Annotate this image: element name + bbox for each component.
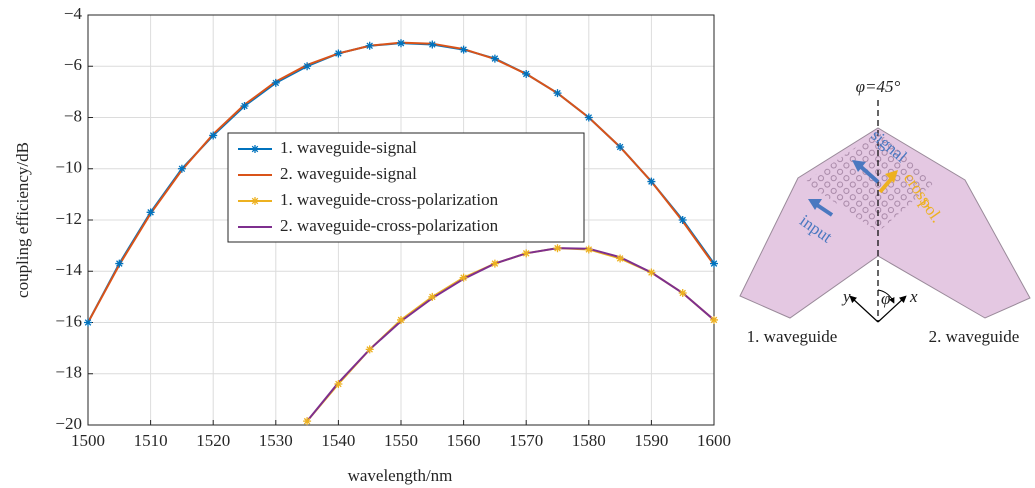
- x-tick-label: 1600: [697, 431, 731, 450]
- y-tick-label: −16: [55, 311, 82, 330]
- y-tick-label: −6: [64, 55, 82, 74]
- marker: [334, 49, 343, 58]
- y-axis-name: y: [841, 287, 851, 306]
- marker: [616, 254, 625, 263]
- marker: [553, 244, 562, 253]
- marker: [616, 142, 625, 151]
- marker: [334, 380, 343, 388]
- legend-label: 1. waveguide-cross-polarization: [280, 190, 499, 209]
- marker: [522, 249, 531, 258]
- marker: [271, 78, 280, 87]
- marker: [365, 345, 374, 354]
- legend-marker: [251, 145, 259, 153]
- x-tick-label: 1520: [196, 431, 230, 450]
- angle-label: φ=45°: [856, 77, 901, 96]
- marker: [209, 131, 218, 140]
- marker: [428, 40, 437, 49]
- phi-arc: [877, 289, 895, 304]
- marker: [115, 259, 124, 268]
- x-axis-arrow: [877, 295, 907, 323]
- marker: [428, 292, 437, 301]
- marker: [459, 45, 468, 54]
- x-axis-name: x: [909, 287, 918, 306]
- marker: [647, 268, 656, 277]
- x-tick-label: 1510: [134, 431, 168, 450]
- grating: [805, 132, 935, 232]
- marker: [647, 177, 656, 186]
- x-axis-label: wavelength/nm: [348, 466, 453, 485]
- cross-pol-arrow-head: [885, 170, 898, 183]
- legend-box: [227, 132, 585, 243]
- marker: [522, 69, 531, 78]
- marker: [397, 39, 405, 48]
- marker: [678, 289, 687, 298]
- marker: [459, 273, 468, 282]
- waveguide-1-label: 1. waveguide: [747, 327, 838, 346]
- legend-label: 2. waveguide-cross-polarization: [280, 216, 499, 235]
- x-tick-label: 1580: [572, 431, 606, 450]
- marker: [584, 113, 593, 122]
- y-tick-label: −4: [64, 4, 83, 23]
- marker: [710, 315, 718, 324]
- x-tick-label: 1590: [634, 431, 668, 450]
- marker: [240, 101, 249, 110]
- x-tick-label: 1540: [321, 431, 355, 450]
- legend-marker: [251, 197, 259, 205]
- marker: [146, 208, 155, 217]
- waveguide-2-label: 2. waveguide: [929, 327, 1020, 346]
- marker: [490, 259, 499, 268]
- legend-label: 2. waveguide-signal: [280, 164, 417, 183]
- marker: [584, 245, 593, 254]
- legend-label: 1. waveguide-signal: [280, 138, 417, 157]
- signal-arrow: [858, 164, 880, 184]
- marker: [303, 417, 312, 426]
- marker: [553, 89, 562, 98]
- y-tick-label: −12: [55, 209, 82, 228]
- marker: [710, 259, 718, 268]
- y-tick-label: −20: [55, 414, 82, 433]
- cross-pol-arrow: [878, 176, 894, 194]
- x-tick-label: 1560: [447, 431, 481, 450]
- marker: [177, 164, 186, 173]
- y-axis-arrow: [849, 295, 879, 323]
- marker: [84, 318, 92, 327]
- marker: [678, 216, 687, 224]
- input-arrow: [815, 203, 834, 217]
- input-arrow-head: [808, 199, 822, 210]
- series-line: [306, 247, 715, 422]
- y-tick-label: −18: [55, 363, 82, 382]
- x-tick-label: 1550: [384, 431, 418, 450]
- marker: [397, 315, 405, 324]
- marker: [365, 41, 374, 50]
- marker: [303, 62, 312, 71]
- y-tick-label: −8: [64, 106, 82, 125]
- x-tick-label: 1500: [71, 431, 105, 450]
- y-tick-label: −10: [55, 158, 82, 177]
- signal-arrow-head: [852, 160, 866, 172]
- phi-label: φ: [881, 289, 890, 308]
- x-tick-label: 1570: [509, 431, 543, 450]
- x-tick-label: 1530: [259, 431, 293, 450]
- y-axis-label: coupling efficiency/dB: [13, 142, 32, 298]
- marker: [490, 54, 499, 63]
- plot-frame: [87, 14, 715, 426]
- diagram: φ=45° signal cross- pol. input y φ x 1. …: [739, 77, 1031, 346]
- y-tick-label: −14: [55, 260, 82, 279]
